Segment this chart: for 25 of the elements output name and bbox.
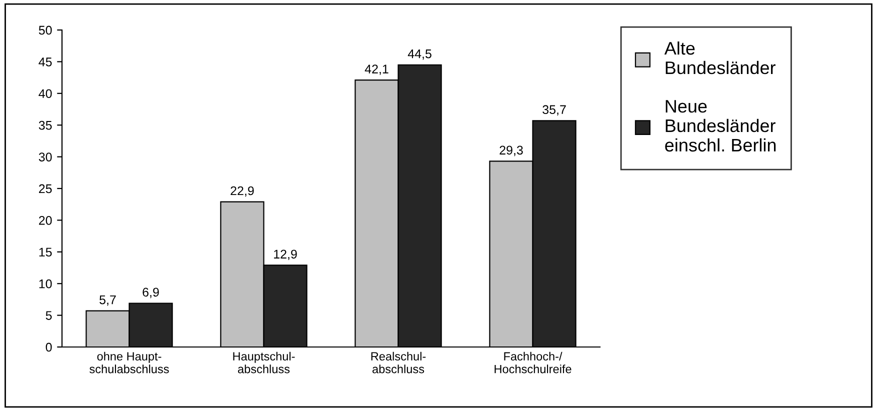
y-tick-label: 40 bbox=[38, 89, 52, 98]
y-tick-label: 30 bbox=[38, 152, 52, 162]
legend-label: Neue Bundesländer einschl. Berlin bbox=[665, 100, 776, 152]
x-tick-label: Realschul- abschluss bbox=[371, 352, 426, 374]
y-tick-label: 35 bbox=[38, 120, 52, 130]
y-tick-label: 15 bbox=[39, 248, 52, 257]
x-tick-label: Fachhoch-/ Hochschulreife bbox=[494, 352, 572, 374]
legend-label: Alte Bundesländer bbox=[664, 41, 776, 74]
y-tick-label: 45 bbox=[38, 58, 52, 66]
x-tick-label: Hauptschul- abschluss bbox=[233, 352, 295, 374]
data-label: 29,3 bbox=[500, 146, 523, 156]
data-label: 12,9 bbox=[274, 250, 297, 260]
y-tick-label: 50 bbox=[38, 26, 52, 35]
y-tick-label: 25 bbox=[39, 184, 52, 194]
x-tick-label: ohne Haupt- schulabschluss bbox=[90, 352, 169, 374]
y-tick-label: 20 bbox=[39, 216, 52, 225]
data-label: 35,7 bbox=[542, 105, 566, 116]
y-tick-label: 0 bbox=[46, 342, 52, 352]
data-label: 42,1 bbox=[364, 64, 388, 75]
data-label: 6,9 bbox=[142, 288, 159, 298]
data-label: 5,7 bbox=[100, 296, 116, 306]
data-label: 22,9 bbox=[230, 186, 254, 197]
data-label: 44,5 bbox=[408, 50, 432, 60]
y-tick-label: 10 bbox=[39, 279, 52, 288]
y-tick-label: 5 bbox=[46, 311, 52, 320]
